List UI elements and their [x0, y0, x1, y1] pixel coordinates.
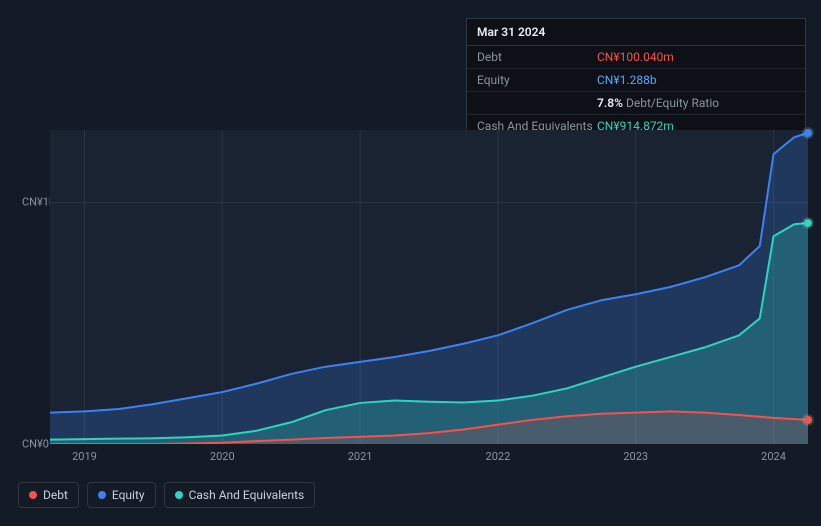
chart-svg [50, 130, 808, 444]
tooltip-label [477, 96, 597, 110]
legend-swatch-equity [98, 491, 106, 499]
legend-item-cash[interactable]: Cash And Equivalents [164, 482, 316, 508]
tooltip-row-debt: Debt CN¥100.040m [467, 46, 805, 69]
y-tick-label-bottom: CN¥0 [22, 438, 49, 451]
x-axis: 2019 2020 2021 2022 2023 2024 [50, 450, 808, 470]
tooltip-label: Equity [477, 73, 597, 87]
legend-swatch-debt [29, 491, 37, 499]
x-tick-label: 2023 [623, 450, 648, 463]
chart-plot[interactable] [50, 130, 808, 444]
tooltip-value-ratio: 7.8% Debt/Equity Ratio [597, 96, 719, 110]
tooltip-label: Debt [477, 50, 597, 64]
series-end-dot [804, 416, 812, 424]
chart-legend: Debt Equity Cash And Equivalents [18, 482, 315, 508]
legend-label: Cash And Equivalents [189, 488, 305, 502]
tooltip-value-equity: CN¥1.288b [597, 73, 657, 87]
series-end-dot [804, 219, 812, 227]
legend-item-debt[interactable]: Debt [18, 482, 79, 508]
legend-label: Equity [112, 488, 145, 502]
ratio-pct: 7.8% [597, 96, 623, 110]
x-tick-label: 2019 [72, 450, 97, 463]
legend-label: Debt [43, 488, 68, 502]
tooltip-date: Mar 31 2024 [467, 19, 805, 46]
x-tick-label: 2021 [348, 450, 373, 463]
series-end-dot [804, 129, 812, 137]
x-tick-label: 2020 [210, 450, 235, 463]
x-tick-label: 2024 [761, 450, 786, 463]
x-tick-label: 2022 [486, 450, 511, 463]
legend-item-equity[interactable]: Equity [87, 482, 156, 508]
tooltip-value-debt: CN¥100.040m [597, 50, 674, 64]
chart-area: CN¥1b CN¥0 [18, 130, 808, 444]
tooltip-row-ratio: 7.8% Debt/Equity Ratio [467, 92, 805, 115]
chart-tooltip: Mar 31 2024 Debt CN¥100.040m Equity CN¥1… [466, 18, 806, 138]
legend-swatch-cash [175, 491, 183, 499]
tooltip-row-equity: Equity CN¥1.288b [467, 69, 805, 92]
ratio-label: Debt/Equity Ratio [626, 96, 719, 110]
